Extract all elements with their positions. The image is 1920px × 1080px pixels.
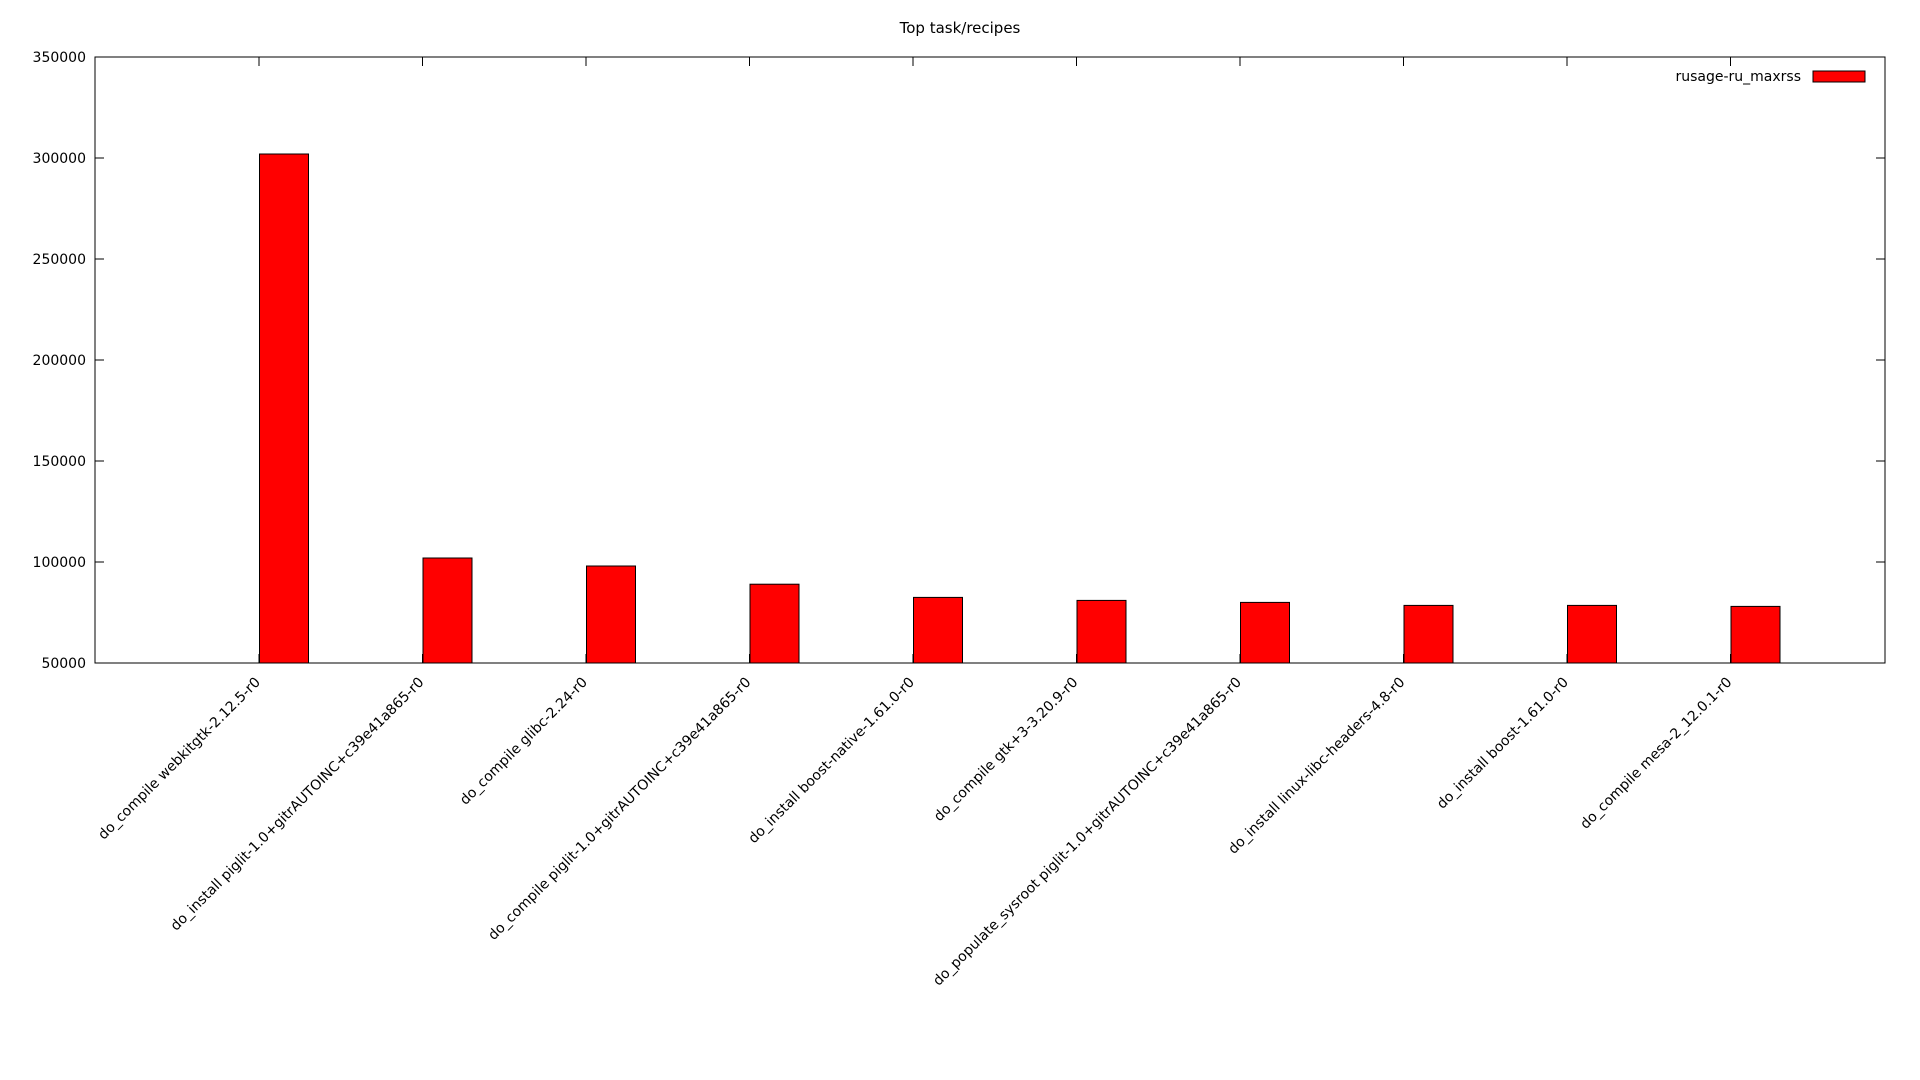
bar-0 xyxy=(259,153,309,664)
y-tick-label: 150000 xyxy=(33,454,86,470)
bars-group xyxy=(259,153,1781,664)
y-tick-label: 250000 xyxy=(33,252,86,268)
bar-6 xyxy=(1240,601,1290,664)
chart-title: Top task/recipes xyxy=(899,19,1021,37)
legend-label: rusage-ru_maxrss xyxy=(1675,69,1801,85)
bar-9 xyxy=(1730,605,1781,664)
bar-2 xyxy=(586,565,636,664)
y-tick-label: 50000 xyxy=(41,656,86,672)
x-category-label-4: do_install boost-native-1.61.0-r0 xyxy=(746,675,918,847)
y-tick-label: 300000 xyxy=(33,151,86,167)
x-axis-labels: do_compile webkitgtk-2.12.5-r0do_install… xyxy=(95,675,1735,990)
x-category-label-2: do_compile glibc-2.24-r0 xyxy=(457,675,591,809)
legend-swatch xyxy=(1812,70,1866,83)
x-category-label-6: do_populate_sysroot piglit-1.0+gitrAUTOI… xyxy=(930,675,1245,990)
y-tick-label: 100000 xyxy=(33,555,86,571)
x-category-label-5: do_compile gtk+3-3.20.9-r0 xyxy=(931,675,1081,825)
y-tick-label: 350000 xyxy=(33,50,86,66)
y-axis-ticks: 50000 100000 150000 200000 250000 300000 35000… xyxy=(33,50,1885,672)
bar-1 xyxy=(422,557,473,664)
x-category-label-1: do_install piglit-1.0+gitrAUTOINC+c39e41… xyxy=(168,675,428,935)
x-category-label-7: do_install linux-libc-headers-4.8-r0 xyxy=(1225,675,1408,858)
y-tick-label: 200000 xyxy=(33,353,86,369)
x-category-label-0: do_compile webkitgtk-2.12.5-r0 xyxy=(95,675,264,844)
bar-7 xyxy=(1403,604,1454,664)
bar-5 xyxy=(1076,599,1127,664)
x-category-label-9: do_compile mesa-2_12.0.1-r0 xyxy=(1577,675,1735,833)
x-axis-ticks xyxy=(258,57,1731,663)
bar-3 xyxy=(749,583,800,664)
bar-4 xyxy=(913,596,963,664)
plot-border xyxy=(94,56,1886,664)
bar-8 xyxy=(1567,604,1617,664)
x-category-label-8: do_install boost-1.61.0-r0 xyxy=(1434,675,1572,813)
x-category-label-3: do_compile piglit-1.0+gitrAUTOINC+c39e41… xyxy=(485,675,754,944)
